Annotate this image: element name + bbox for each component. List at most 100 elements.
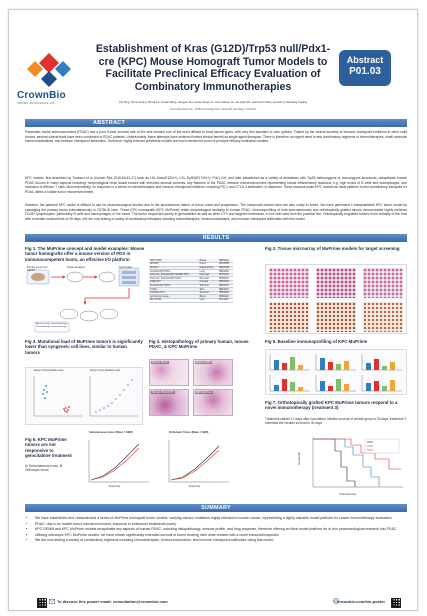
poster-title: Establishment of Kras (G12D)/Trp53 null/… <box>95 43 331 93</box>
model-table-row: PTEN/CP* Prostate HPR1006 <box>149 280 233 285</box>
model-table-cell: Pdx1-Cre; Kras(G12D)/Trp53-/- <box>149 276 199 282</box>
summary-item: We are now testing a variety of combinat… <box>35 538 405 543</box>
model-table-cell: MRT-LTB4* <box>149 259 199 264</box>
qr-code-left <box>37 598 47 608</box>
model-table-cell: HBR4016 <box>217 259 233 264</box>
fig4-title: Fig 4. Histopathology of primary human, … <box>149 339 249 350</box>
abstract-badge: Abstract P01.03 <box>339 50 391 86</box>
model-table-cell: B6L-5738a <box>149 298 199 303</box>
model-table-cell: HPR5100 <box>217 276 233 282</box>
model-table-cell: Trp53(R172H) <box>149 291 199 296</box>
model-table-cell: HCR3558 <box>217 262 233 267</box>
fig7-xlabel: Treatment Day <box>339 493 357 496</box>
abstract-paragraph-1: Pancreatic ductal adenocarcinoma (PDAC) … <box>25 130 407 144</box>
email-icon <box>49 599 55 604</box>
summary-item: We have established and characterized a … <box>35 516 405 521</box>
model-table-cell: HBM1001 <box>217 294 233 299</box>
model-table-cell: HNEC008 <box>217 266 233 271</box>
abstract-paragraph-2: KPC models, first described by Tuveson e… <box>25 176 407 195</box>
tma-slide-3 <box>363 268 403 298</box>
model-table-row: Kras(G12D)/Trp53-/- Lung HBR4050 <box>149 269 233 274</box>
fig6-xlabel-b: Study Day <box>189 485 201 488</box>
website-link[interactable]: crownbio.com/bio-poster <box>337 599 385 604</box>
histo-human-pdac: Human PDAC <box>149 359 189 386</box>
model-table-cell: Pancreas <box>198 273 218 278</box>
fig2-tma-panel <box>265 264 407 334</box>
fig7-subtitle: Treatment started 10 days after inoculat… <box>265 417 406 426</box>
globe-icon <box>333 598 339 604</box>
summary-list: We have established and characterized a … <box>35 516 405 544</box>
histo-mouse-pdac: Mouse PDAC <box>193 359 233 386</box>
model-table-row: Trp53-/- Skin HBE1001 <box>149 287 233 292</box>
summary-item: PDAC, due to its hostile tumor microenvi… <box>35 522 405 527</box>
model-table-cell: Kras(G12D)/Trp53-/- <box>149 284 199 289</box>
fig1-label-efficacy: Efficacy study: Targeted therapy, Chemot… <box>36 323 68 328</box>
fig1-label-bank: Tumor bank <box>119 266 132 269</box>
fig6-xlabel-a: Study Day <box>109 485 121 488</box>
model-table-row: Pdx1-Cre; Kras(G12D)/Trp53-/- Pancreas HPR… <box>149 276 233 282</box>
model-table-cell: Endometrium <box>198 266 218 271</box>
logo-tagline: CROWN BIOSCIENCE INC. <box>17 102 57 105</box>
human-mutation-plot <box>89 376 138 417</box>
fig3-title: Fig 3. Mutational load of MuPrime tumors… <box>25 339 143 355</box>
model-table-cell: HBR4029 <box>217 291 233 296</box>
model-table-cell: Lung <box>198 269 218 274</box>
model-table-cell: Liver <box>198 298 218 303</box>
model-table-cell: Lymphoma mouse <box>149 294 199 299</box>
section-bar-results: RESULTS <box>25 234 407 242</box>
model-table-row: Lymphoma mouse Blood HBM1001 <box>149 294 233 299</box>
model-table-cell: HBR4050 <box>217 269 233 274</box>
section-bar-abstract: ABSTRACT <box>25 119 407 127</box>
summary-item: Utilizing orthotopic KPC MuPrime models,… <box>35 533 405 538</box>
fig6-title: Fig 6. KPC MuPrime tumors are not respon… <box>25 437 72 459</box>
model-table-row: Trp53(R172H) Sarcoma HBR4029 <box>149 291 233 296</box>
model-table-cell: Sarcoma <box>198 284 218 289</box>
fig7-ylabel: Survival (%) <box>298 452 301 465</box>
fig6-growth-curves <box>88 440 229 483</box>
contact-email-link[interactable]: To discuss this poster email: consultati… <box>57 599 168 604</box>
tma-slide-1 <box>269 268 309 298</box>
model-table-row: Pdx1-Cre; Kras(G12D)/Trp53(R172H) Pancrea… <box>149 273 233 278</box>
poster: CrownBio CROWN BIOSCIENCE INC. Establish… <box>8 9 418 611</box>
model-table-row: Kras(G12D)/Trp53-/- Sarcoma HBR4037 <box>149 284 233 289</box>
histo-kpc-muprime: KPC MuPrime <box>193 389 233 416</box>
crownbio-logo-icon <box>27 53 71 87</box>
model-table-cell: Pdx1-Cre; Kras(G12D)/Trp53(R172H) <box>149 273 199 278</box>
fig7-title: Fig 7. Orthotopically grafted KPC MuPrim… <box>265 400 398 411</box>
model-table-cell: HPR1006 <box>217 280 233 285</box>
logo-name: CrownBio <box>17 90 66 101</box>
fig1-label-primary: Primary tumor from GEMM <box>27 266 48 272</box>
model-table-row: B6L-5738a Liver HLR1001 <box>149 298 233 303</box>
model-table-row: MRT-LTB4* Breast HBR4016 <box>149 259 233 264</box>
model-table: MRT-LTB4* Breast HBR4016 APC/MI* Colon HCR355… <box>149 259 233 303</box>
fig6-panel-b <box>168 440 229 483</box>
affiliation: Crown Bioscience Inc., 16550 Technology … <box>169 108 257 111</box>
model-table-cell: Prostate <box>198 280 218 285</box>
fig6-panel-a-title: Subcutaneous tumor (Mean ± SEM) <box>89 431 133 434</box>
model-table-cell: Breast <box>198 259 218 264</box>
fig5-bars <box>269 354 402 392</box>
fig6-panel-b-title: Orthotopic Tumor (Mean ± SEM) <box>169 431 209 434</box>
model-table-cell: HPR1001 <box>217 273 233 278</box>
model-table-cell: PTEN/CP* <box>149 280 199 285</box>
model-table-cell: Colon <box>198 262 218 267</box>
model-table-cell: HBE1001 <box>217 287 233 292</box>
fig3-label-mouse: Mouse Tumor Mutation Load <box>34 370 64 372</box>
fig3-mutation-panel: Mouse Tumor Mutation Load Human Tumor Mu… <box>25 367 143 425</box>
tma-slide-2 <box>316 268 356 298</box>
model-table-cell: Skin <box>198 287 218 292</box>
fig1-title: Fig 1. The MuPrime concept and model exa… <box>25 246 145 262</box>
model-table-cell: APC/MI* <box>149 262 199 267</box>
fig7-survival-curve <box>312 437 403 488</box>
histo-label-kpc: KPC MuPrime <box>195 391 213 394</box>
model-table-cell: Cpt/Nxx <box>149 266 199 271</box>
fig2-title: Fig 2. Tissue microarray of MuPrime mode… <box>265 246 400 251</box>
model-table-cell: Pancreas <box>198 276 218 282</box>
model-table-cell: Blood <box>198 294 218 299</box>
histo-label-mouse: Mouse PDAC <box>195 361 213 364</box>
model-table-row: APC/MI* Colon HCR3558 <box>149 262 233 267</box>
qr-code-right <box>391 598 401 608</box>
histo-label-human-kpc: Human PDAC/KPC <box>151 391 175 394</box>
section-bar-summary: SUMMARY <box>25 504 407 512</box>
tma-slide-4 <box>269 302 309 332</box>
